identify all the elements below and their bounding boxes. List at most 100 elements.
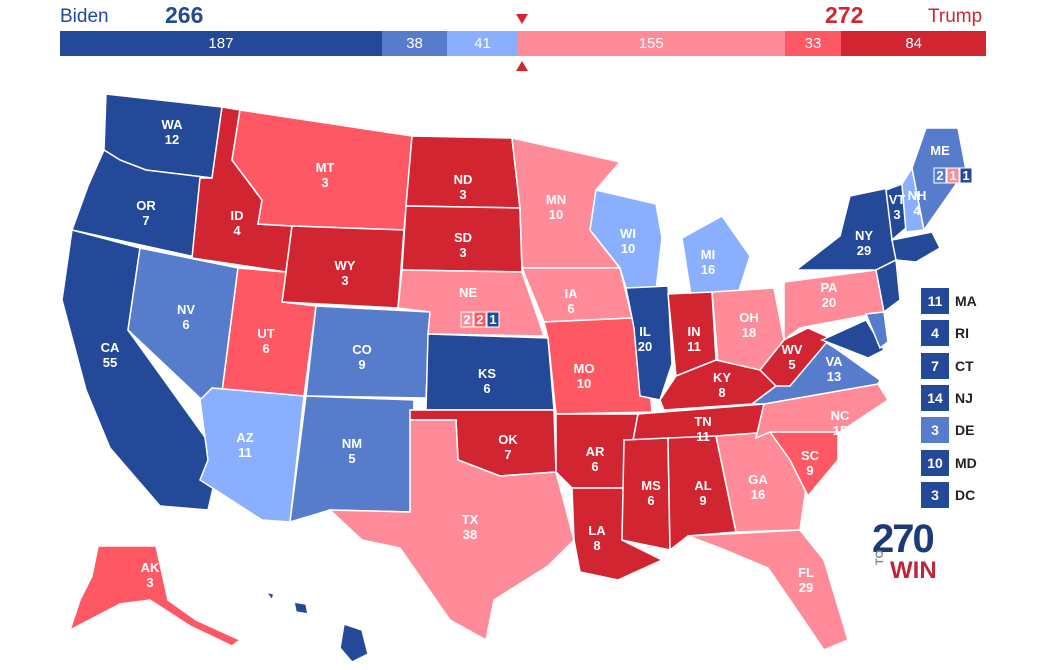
state-ev-ak: 3 [146, 575, 153, 590]
small-state-ma[interactable]: 11 MA [921, 288, 977, 314]
midpoint-up-triangle-icon [516, 61, 528, 71]
state-wy[interactable] [281, 225, 405, 309]
state-ms[interactable] [621, 437, 671, 551]
state-label-hi: HI [316, 633, 329, 648]
state-label-id: ID [231, 208, 244, 223]
district-box-ne[interactable] [473, 311, 487, 328]
small-state-nj[interactable]: 14 NJ [921, 384, 973, 411]
state-label-ms: MS [641, 478, 661, 493]
state-label-wi: WI [620, 226, 636, 241]
state-ev-hi: 4 [318, 648, 326, 663]
state-ev-mn: 10 [549, 207, 563, 222]
state-label-ut: UT [257, 326, 274, 341]
small-state-abbr: MA [955, 293, 977, 309]
us-electoral-map[interactable]: WA12OR7CA55ID4NV6MT3WY3UT6AZ11CO9NM5ND3S… [0, 80, 1050, 670]
state-ev-co: 9 [358, 357, 365, 372]
district-value-me: 1 [949, 168, 956, 183]
state-ev-oh: 18 [742, 325, 756, 340]
rep-electoral-total: 272 [825, 2, 864, 28]
small-state-abbr: MD [955, 454, 977, 471]
state-label-ny: NY [855, 228, 873, 243]
270towin-logo[interactable]: 270 TO WIN [872, 517, 944, 584]
district-box-me[interactable] [933, 167, 947, 184]
state-label-nc: NC [831, 408, 850, 423]
small-state-dc[interactable]: 3 DC [921, 481, 975, 508]
state-label-nd: ND [454, 172, 473, 187]
state-label-co: CO [352, 342, 372, 357]
state-ev-in: 11 [687, 339, 701, 354]
dem-candidate-name: Biden [60, 6, 109, 27]
logo-to: TO [874, 549, 886, 565]
small-state-ev: 14 [921, 384, 949, 411]
state-pa[interactable] [783, 269, 885, 342]
state-label-oh: OH [739, 310, 759, 325]
district-box-me[interactable] [959, 167, 973, 184]
state-ev-tn: 11 [696, 429, 710, 444]
rep-candidate-name: Trump [928, 6, 983, 27]
small-state-md[interactable]: 10 MD [921, 449, 977, 476]
state-label-la: LA [588, 523, 606, 538]
small-state-ev: 11 [921, 288, 949, 314]
state-az[interactable] [199, 387, 305, 523]
state-label-mo: MO [574, 361, 595, 376]
state-ev-nh: 4 [913, 203, 921, 218]
district-value-ne: 2 [463, 312, 470, 327]
bar-segment-likely-r: 33 [784, 31, 842, 56]
state-label-tx: TX [462, 512, 479, 527]
district-box-ne[interactable] [486, 311, 500, 328]
district-value-me: 1 [962, 168, 969, 183]
state-label-ia: IA [565, 286, 579, 301]
state-label-vt: VT [889, 192, 906, 207]
state-fl[interactable] [687, 529, 849, 651]
state-label-al: AL [694, 478, 711, 493]
state-label-nv: NV [177, 302, 195, 317]
small-state-ev: 7 [921, 352, 949, 379]
state-label-mi: MI [701, 247, 715, 262]
small-state-ct[interactable]: 7 CT [921, 352, 974, 379]
state-ev-al: 9 [699, 493, 706, 508]
state-ev-nc: 15 [833, 423, 847, 438]
state-ev-wa: 12 [165, 132, 179, 147]
small-state-abbr: CT [955, 357, 974, 374]
state-ev-nm: 5 [348, 451, 355, 466]
state-label-ak: AK [141, 560, 160, 575]
state-label-fl: FL [798, 565, 814, 580]
state-ny[interactable] [793, 187, 897, 271]
small-state-abbr: NJ [955, 389, 973, 406]
state-label-nm: NM [342, 436, 362, 451]
bar-segment-lean-r: 155 [517, 31, 785, 56]
state-ev-mo: 10 [577, 376, 591, 391]
state-label-ok: OK [498, 432, 518, 447]
state-hi[interactable] [339, 623, 369, 663]
state-ev-va: 13 [827, 369, 841, 384]
state-ev-vt: 3 [893, 207, 900, 222]
state-label-mn: MN [546, 192, 566, 207]
small-state-abbr: RI [955, 325, 969, 342]
state-ev-ia: 6 [567, 301, 574, 316]
state-ev-mt: 3 [321, 175, 328, 190]
state-label-ca: CA [101, 340, 120, 355]
small-state-ri[interactable]: 4 RI [921, 320, 969, 347]
state-label-sc: SC [801, 448, 820, 463]
state-label-tn: TN [694, 414, 711, 429]
district-value-ne: 2 [476, 312, 483, 327]
state-ev-mi: 16 [701, 262, 715, 277]
state-ev-ca: 55 [103, 355, 117, 370]
district-box-me[interactable] [946, 167, 960, 184]
district-value-me: 2 [936, 168, 943, 183]
state-ev-ut: 6 [262, 341, 269, 356]
bar-segment-likely-d: 38 [381, 31, 448, 56]
small-state-de[interactable]: 3 DE [921, 417, 974, 444]
district-box-ne[interactable] [460, 311, 474, 328]
state-ak[interactable] [68, 545, 242, 647]
state-label-wa: WA [162, 117, 184, 132]
state-ev-ga: 16 [751, 487, 765, 502]
state-mi[interactable] [681, 215, 751, 303]
state-tx[interactable] [328, 419, 575, 642]
state-ev-il: 20 [638, 339, 652, 354]
state-label-pa: PA [820, 280, 838, 295]
state-label-me: ME [930, 143, 950, 158]
state-ev-ks: 6 [483, 381, 490, 396]
state-wv[interactable] [758, 327, 832, 387]
state-label-va: VA [825, 354, 843, 369]
